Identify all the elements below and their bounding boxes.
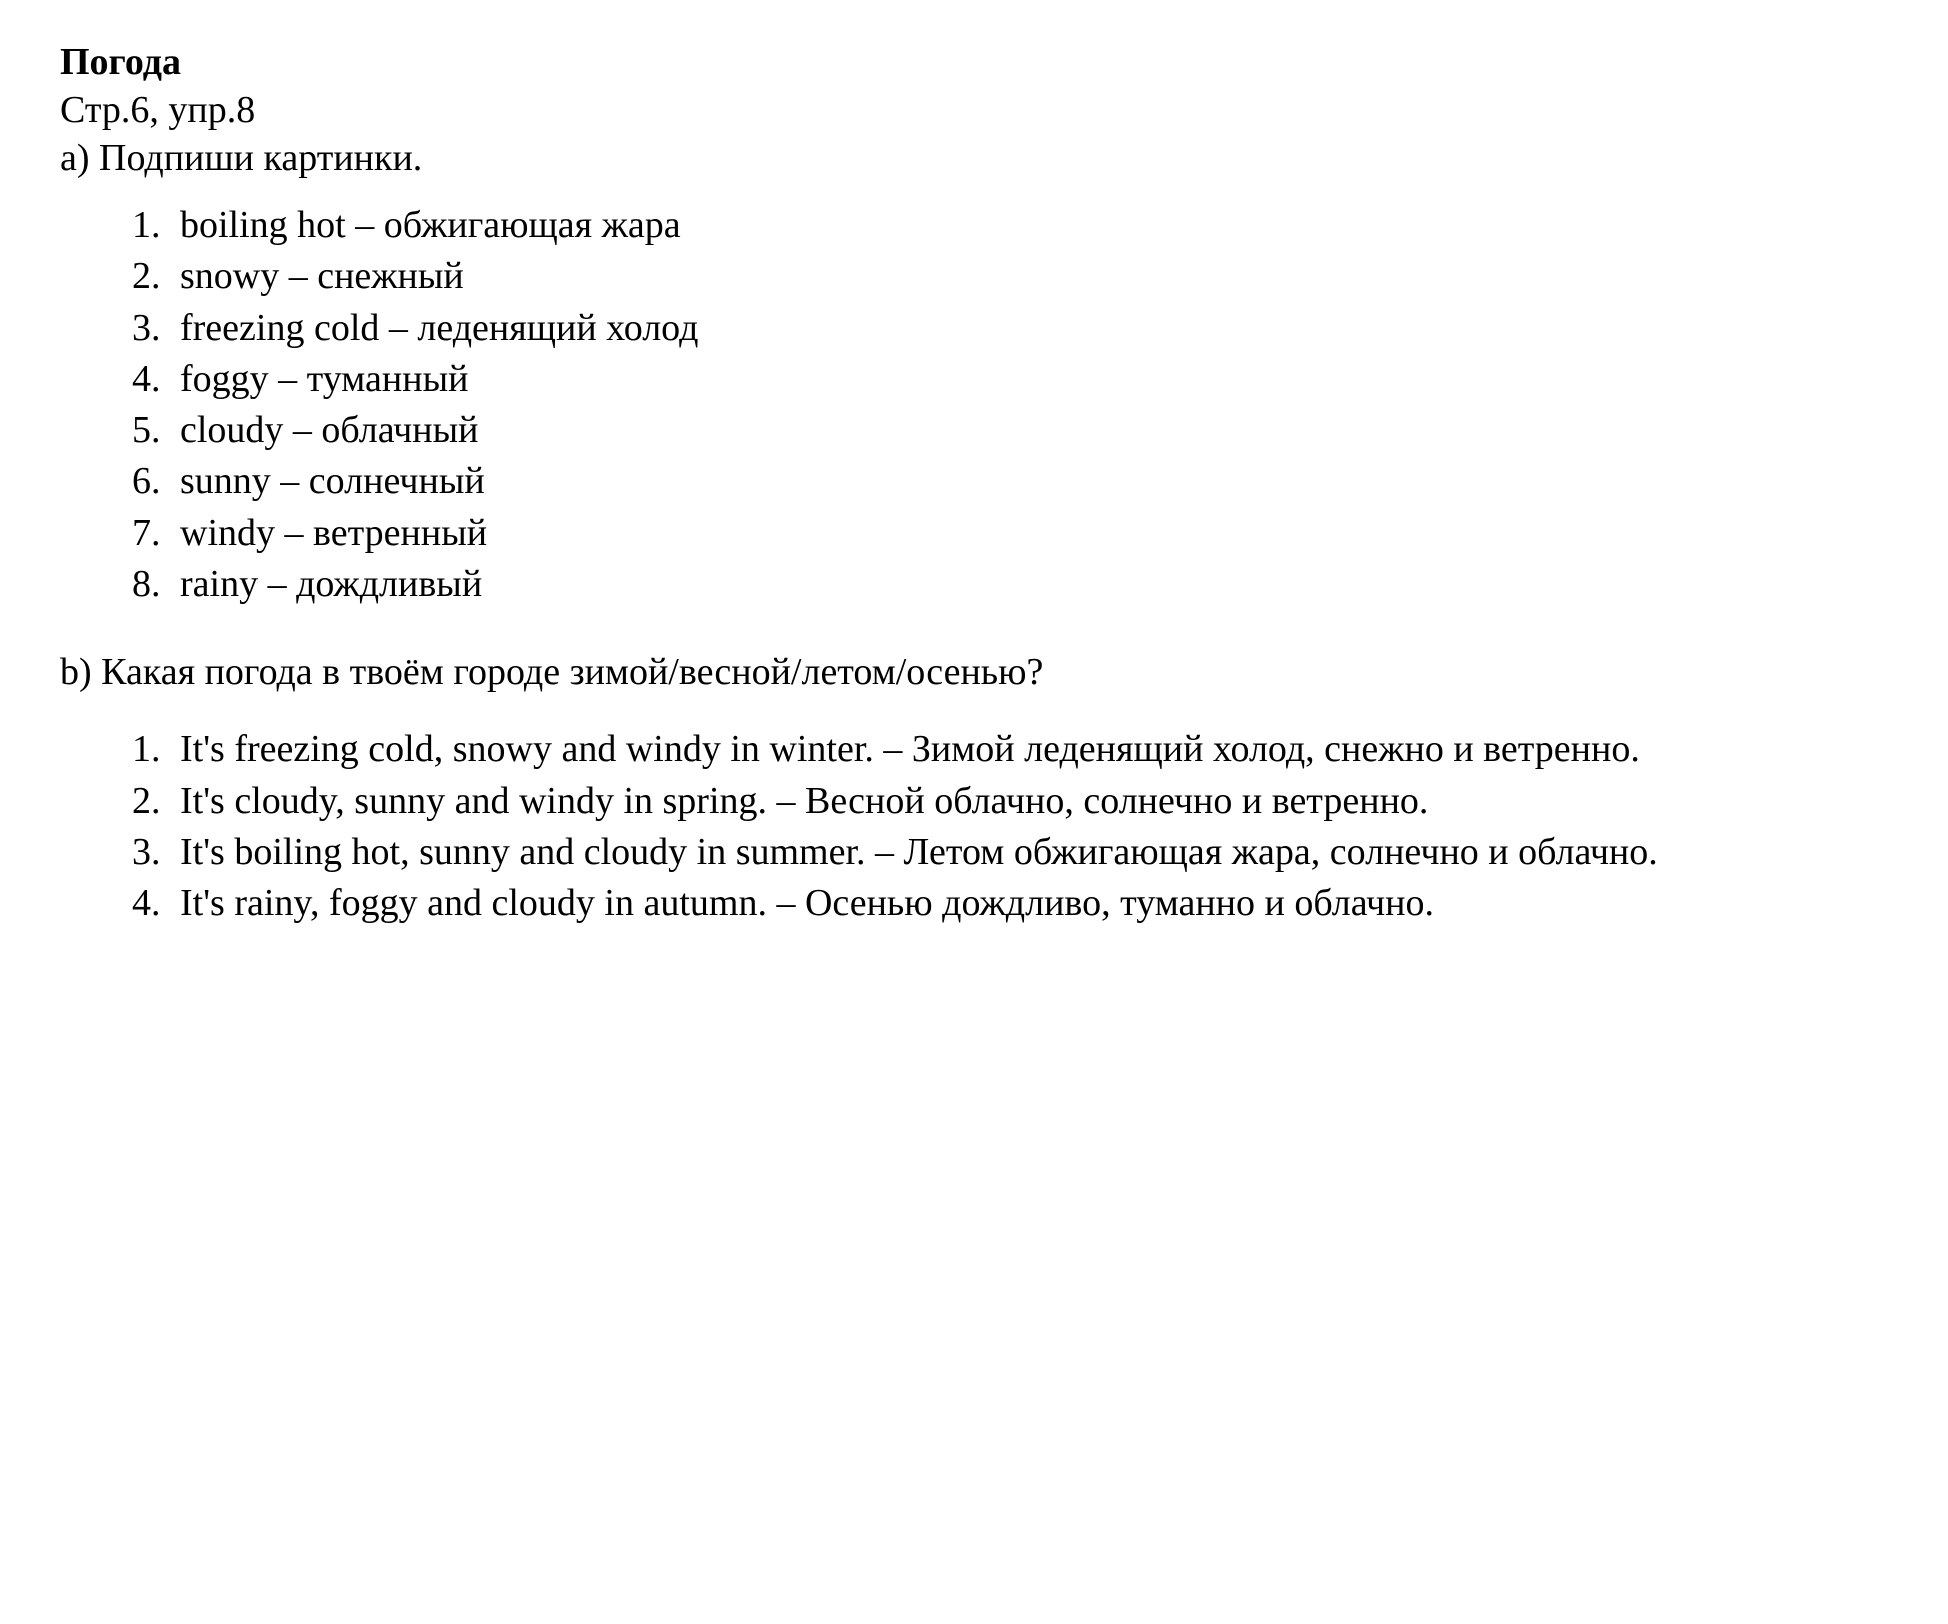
list-item: windy – ветренный bbox=[170, 508, 1888, 559]
section-b-label: b) Какая погода в твоём городе зимой/вес… bbox=[60, 650, 1888, 694]
list-item: It's rainy, foggy and cloudy in autumn. … bbox=[170, 878, 1888, 929]
document-title: Погода bbox=[60, 40, 1888, 84]
list-item: It's freezing cold, snowy and windy in w… bbox=[170, 724, 1888, 775]
vocabulary-list: boiling hot – обжигающая жара snowy – сн… bbox=[60, 200, 1888, 610]
list-item: It's cloudy, sunny and windy in spring. … bbox=[170, 776, 1888, 827]
list-item: rainy – дождливый bbox=[170, 559, 1888, 610]
sentences-list: It's freezing cold, snowy and windy in w… bbox=[60, 724, 1888, 929]
list-item: sunny – солнечный bbox=[170, 456, 1888, 507]
list-item: It's boiling hot, sunny and cloudy in su… bbox=[170, 827, 1888, 878]
page-reference: Стр.6, упр.8 bbox=[60, 88, 1888, 132]
list-item: freezing cold – леденящий холод bbox=[170, 303, 1888, 354]
list-item: snowy – снежный bbox=[170, 251, 1888, 302]
list-item: cloudy – облачный bbox=[170, 405, 1888, 456]
list-item: foggy – туманный bbox=[170, 354, 1888, 405]
list-item: boiling hot – обжигающая жара bbox=[170, 200, 1888, 251]
section-a-label: a) Подпиши картинки. bbox=[60, 136, 1888, 180]
